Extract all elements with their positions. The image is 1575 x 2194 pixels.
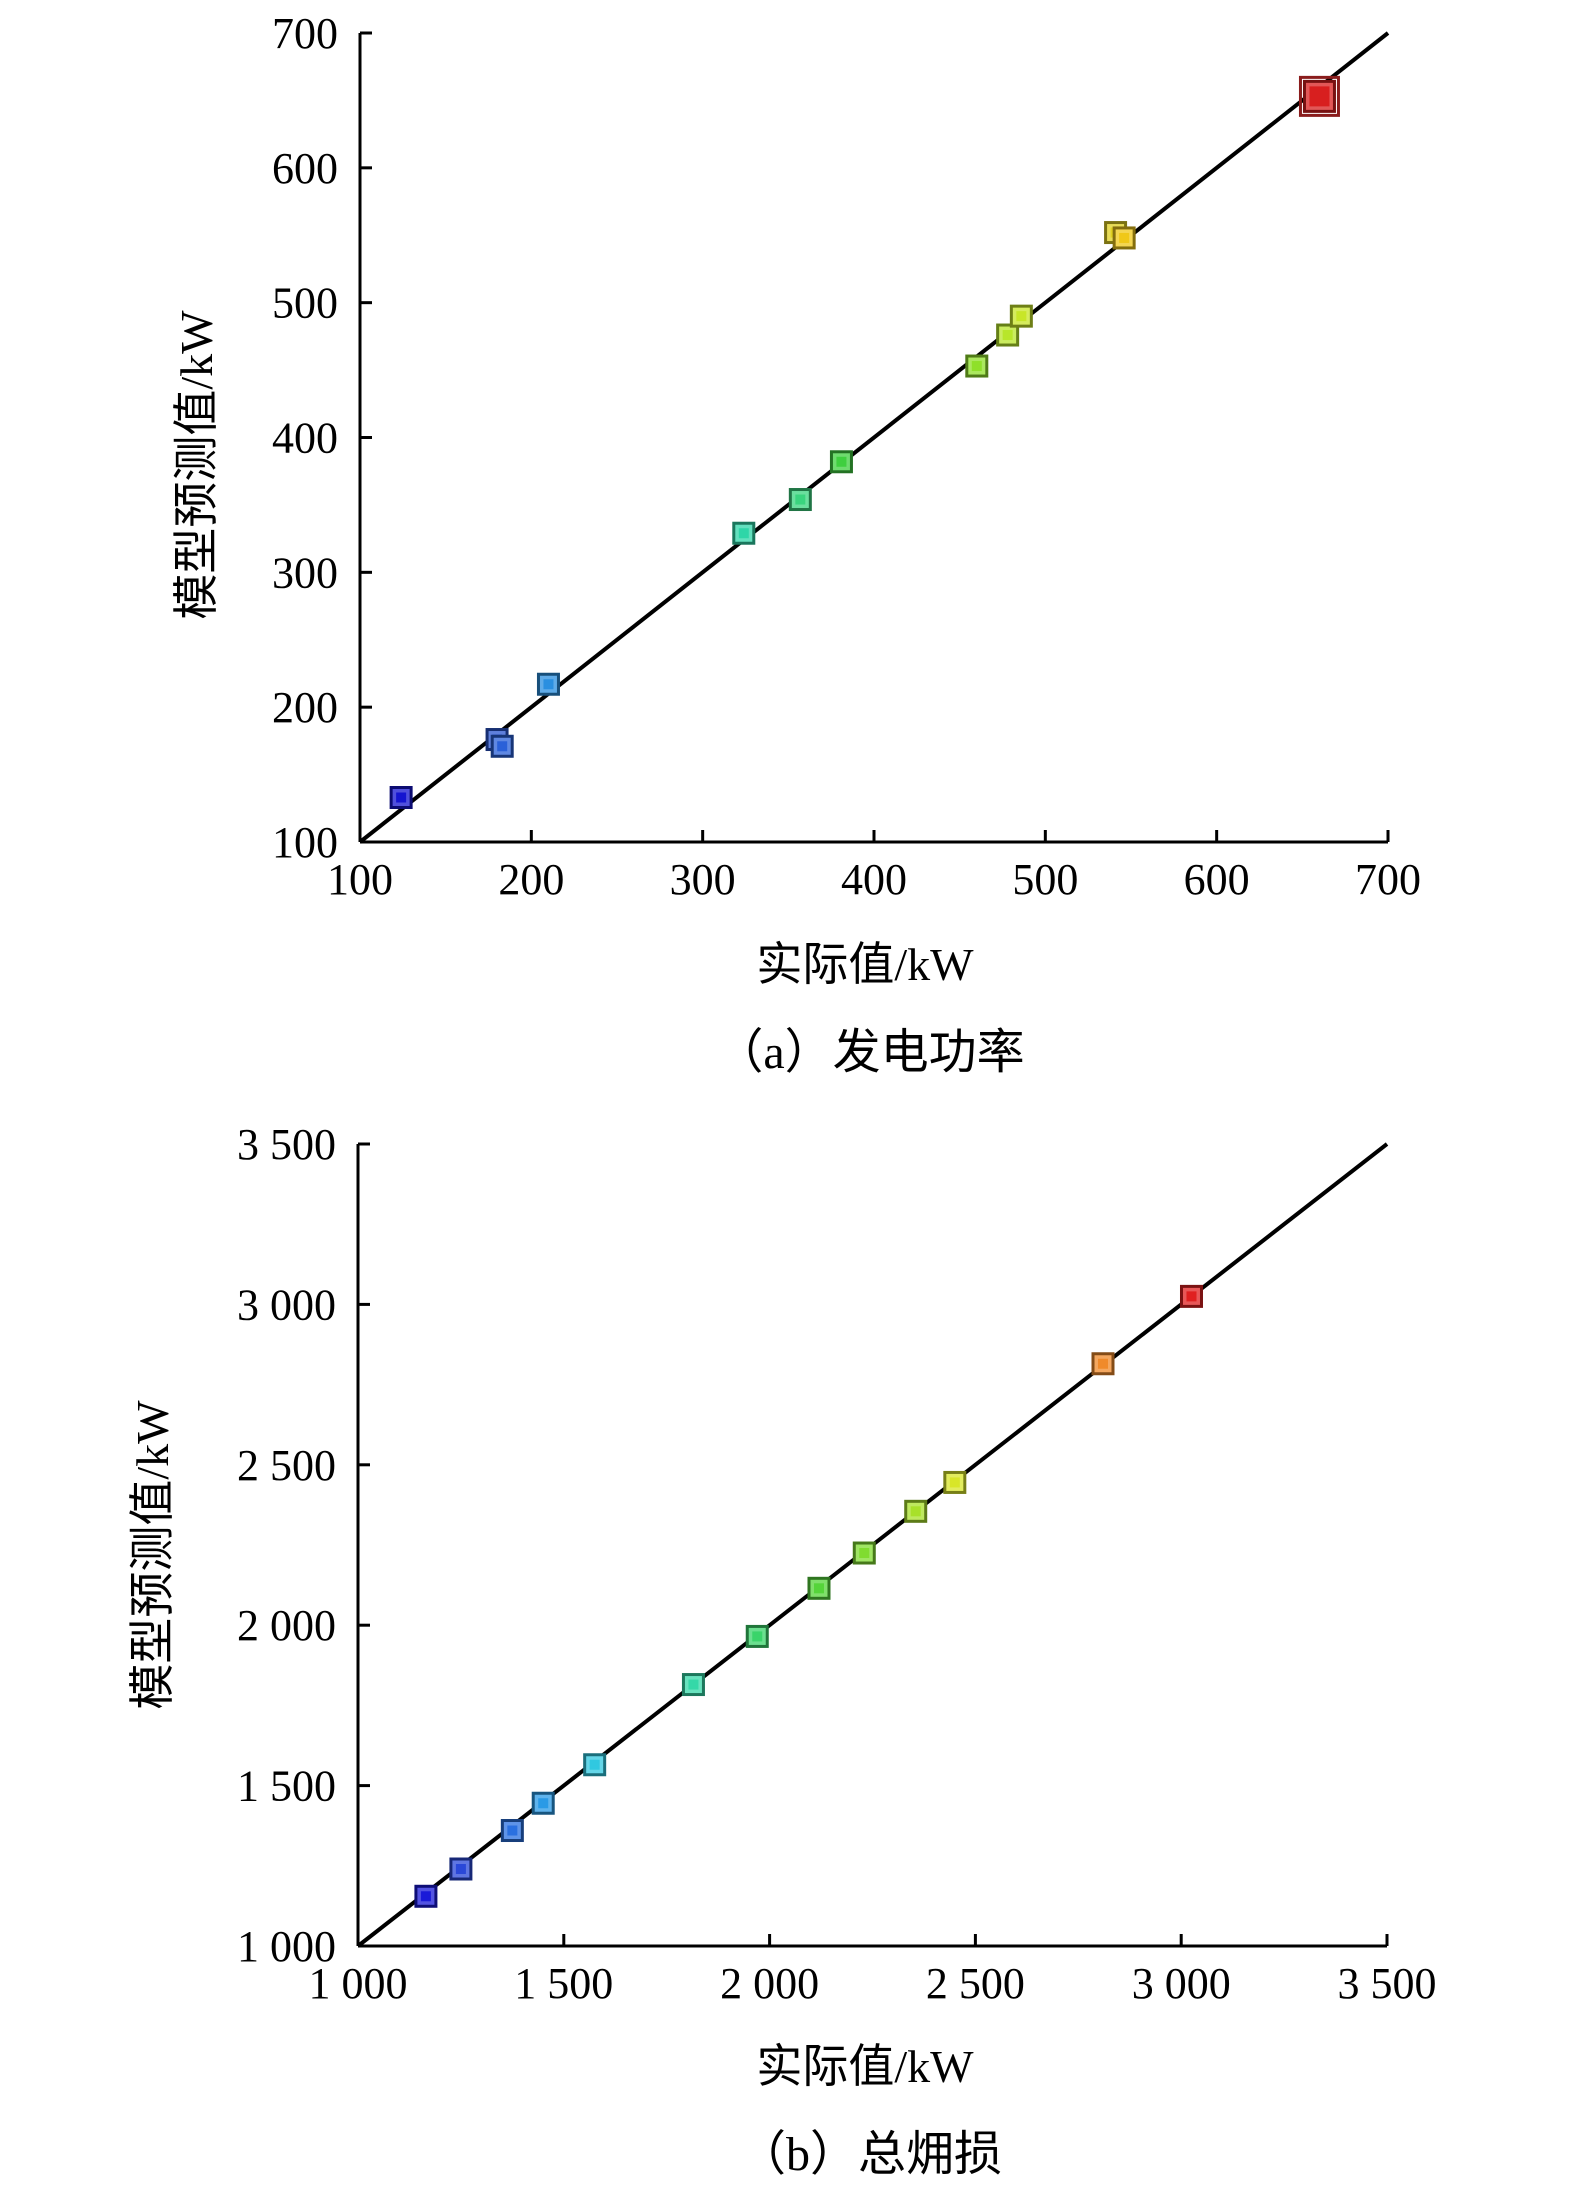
- chart-b-data-point: [583, 1753, 607, 1777]
- chart-b-x-tick-label: 2 000: [720, 1959, 819, 2008]
- chart-a-data-point: [490, 734, 514, 758]
- chart-a-ylabel: 模型预测值/kW: [171, 310, 222, 620]
- chart-b-data-point: [500, 1819, 524, 1843]
- chart-a-y-tick-label: 500: [272, 279, 338, 328]
- chart-a-data-point-core: [836, 456, 847, 467]
- chart-a-data-point-core: [1002, 330, 1013, 341]
- chart-b-caption: （b）总㶲损: [738, 2128, 1002, 2181]
- chart-b-y-tick-label: 1 000: [237, 1922, 336, 1971]
- chart-a-x-tick-label: 600: [1184, 855, 1250, 904]
- chart-b-data-point: [531, 1791, 555, 1815]
- chart-a-data-point: [996, 323, 1020, 347]
- chart-b-x-tick-label: 1 500: [514, 1959, 613, 2008]
- chart-a-data-point: [965, 354, 989, 378]
- chart-a-y-tick-label: 600: [272, 144, 338, 193]
- chart-a-data-point-core: [1119, 232, 1130, 243]
- chart-a-y-tick-label: 100: [272, 818, 338, 867]
- chart-b-data-point-core: [910, 1506, 921, 1517]
- chart-a-x-tick-label: 100: [327, 855, 393, 904]
- chart-b-data-point: [852, 1541, 876, 1565]
- chart-b-data-point-core: [538, 1798, 549, 1809]
- chart-a-data-point: [1112, 226, 1136, 250]
- chart-a-x-tick-label: 300: [670, 855, 736, 904]
- chart-a-y-tick-label: 400: [272, 414, 338, 463]
- chart-a-data-point: [829, 450, 853, 474]
- chart-b-data-point: [414, 1884, 438, 1908]
- chart-a-data-point-core: [396, 792, 407, 803]
- chart-b-total-exergy-loss: 模型预测值/kW 实际值/kW （b）总㶲损 1 000 1 500 2 000 2 …: [127, 1120, 1437, 2181]
- chart-a-reference-line: [358, 31, 1390, 844]
- chart-b-y-tick-label: 1 500: [237, 1762, 336, 1811]
- chart-b-data-point-core: [859, 1548, 870, 1559]
- chart-b-x-tick-label: 2 500: [926, 1959, 1025, 2008]
- chart-b-ylabel: 模型预测值/kW: [127, 1400, 178, 1710]
- chart-a-caption: （a）发电功率: [715, 1026, 1024, 1079]
- chart-a-y-tick-label: 300: [272, 548, 338, 597]
- chart-a-data-point-core: [1016, 311, 1027, 322]
- chart-b-y-tick-label: 2 500: [237, 1441, 336, 1490]
- chart-a-x-tick-label: 400: [841, 855, 907, 904]
- chart-a-data-point-core: [497, 741, 508, 752]
- chart-b-data-point: [807, 1576, 831, 1600]
- chart-a-y-tick-label: 700: [272, 9, 338, 58]
- chart-b-y-tick-label: 2 000: [237, 1601, 336, 1650]
- chart-b-data-point: [745, 1624, 769, 1648]
- chart-a-data-point: [536, 672, 560, 696]
- chart-a-x-tick-label: 700: [1355, 855, 1421, 904]
- chart-a-y-tick-label: 200: [272, 683, 338, 732]
- chart-b-x-tick-label: 1 000: [309, 1959, 408, 2008]
- chart-a-x-tick-label: 500: [1012, 855, 1078, 904]
- chart-a-data-point-core: [738, 528, 749, 539]
- chart-b-x-tick-label: 3 000: [1132, 1959, 1231, 2008]
- chart-a-data-point-core: [543, 679, 554, 690]
- chart-b-xlabel: 实际值/kW: [756, 2041, 974, 2092]
- chart-b-data-point-core: [813, 1583, 824, 1594]
- chart-a-data-point: [1009, 304, 1033, 328]
- chart-b-data-point-core: [455, 1864, 466, 1875]
- chart-a-data-point: [1298, 75, 1340, 117]
- chart-b-data-point: [943, 1470, 967, 1494]
- chart-b-data-point-core: [1097, 1358, 1108, 1369]
- chart-a-data-point: [788, 488, 812, 512]
- chart-a-x-tick-label: 200: [498, 855, 564, 904]
- chart-b-x-tick-label: 3 500: [1338, 1959, 1437, 2008]
- chart-b-y-tick-label: 3 000: [237, 1280, 336, 1329]
- chart-a-power-generation: 模型预测值/kW 实际值/kW （a）发电功率 100 200 300 400 500 6…: [171, 9, 1421, 1079]
- chart-b-data-point-core: [507, 1825, 518, 1836]
- chart-a-xlabel: 实际值/kW: [756, 939, 974, 990]
- chart-b-data-point-core: [1186, 1291, 1197, 1302]
- chart-a-data-point: [732, 521, 756, 545]
- chart-b-data-point: [449, 1857, 473, 1881]
- chart-a-data-point: [389, 786, 413, 810]
- chart-a-data-point-core: [971, 361, 982, 372]
- chart-a-highlight-box: [1298, 75, 1340, 117]
- chart-a-data-point-core: [1309, 86, 1330, 107]
- chart-b-data-point-core: [949, 1477, 960, 1488]
- chart-b-y-tick-label: 3 500: [237, 1120, 336, 1169]
- chart-b-data-point: [681, 1673, 705, 1697]
- chart-b-data-point: [1091, 1352, 1115, 1376]
- chart-b-data-point-core: [688, 1679, 699, 1690]
- chart-b-data-point-core: [589, 1759, 600, 1770]
- chart-b-data-point-core: [420, 1891, 431, 1902]
- chart-a-data-point-core: [795, 494, 806, 505]
- chart-b-data-point: [1179, 1284, 1203, 1308]
- chart-b-data-point-core: [752, 1631, 763, 1642]
- chart-b-data-point: [904, 1499, 928, 1523]
